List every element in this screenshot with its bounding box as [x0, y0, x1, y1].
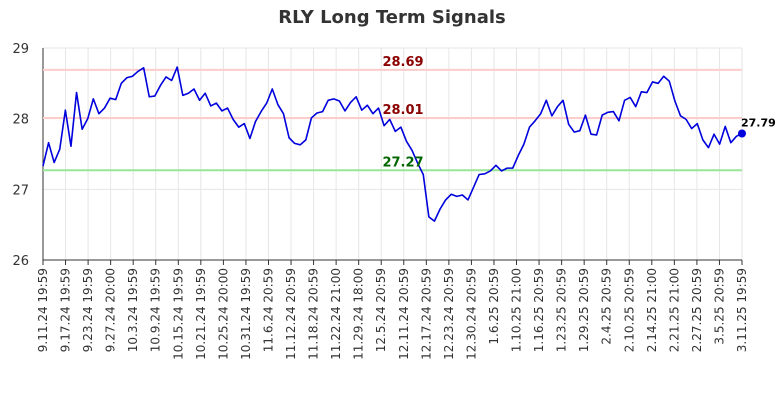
x-tick-label: 12.23.24 20:59 — [442, 268, 456, 360]
x-tick-label: 2.27.25 20:59 — [690, 268, 704, 352]
x-tick-label: 2.21.25 21:00 — [667, 268, 681, 352]
x-tick-label: 10.21.24 19:59 — [194, 268, 208, 360]
signal-label: 27.27 — [382, 155, 423, 170]
x-tick-label: 10.9.24 19:59 — [149, 268, 163, 352]
y-tick-label: 28 — [12, 113, 29, 128]
x-tick-label: 1.23.25 20:59 — [555, 268, 569, 352]
y-tick-label: 27 — [12, 183, 29, 198]
last-value-label: 27.79 — [741, 117, 776, 130]
y-tick-label: 29 — [12, 42, 29, 57]
x-tick-label: 11.6.24 20:59 — [261, 268, 275, 352]
x-tick-label: 12.17.24 20:59 — [419, 268, 433, 360]
x-tick-label: 12.11.24 20:59 — [397, 268, 411, 360]
last-point-marker — [738, 129, 746, 138]
x-tick-label: 9.17.24 19:59 — [59, 268, 73, 352]
x-tick-label: 11.12.24 20:59 — [284, 268, 298, 360]
x-tick-label: 10.31.24 19:59 — [239, 268, 253, 360]
chart-title: RLY Long Term Signals — [278, 7, 506, 28]
signal-label: 28.69 — [382, 55, 423, 70]
x-tick-label: 10.25.24 20:00 — [216, 268, 230, 360]
x-tick-label: 9.11.24 19:59 — [36, 268, 50, 352]
x-tick-label: 1.10.25 21:00 — [510, 268, 524, 352]
x-tick-label: 1.29.25 20:59 — [577, 268, 591, 352]
x-tick-label: 11.22.24 21:00 — [329, 268, 343, 360]
x-tick-label: 10.3.24 19:59 — [126, 268, 140, 352]
x-tick-label: 3.11.25 19:59 — [735, 268, 749, 352]
series-line — [42, 66, 743, 222]
y-tick-label: 26 — [12, 254, 29, 269]
x-tick-label: 3.5.25 20:59 — [712, 268, 726, 345]
x-tick-label: 2.10.25 20:59 — [622, 268, 636, 352]
x-tick-label: 10.15.24 19:59 — [171, 268, 185, 360]
x-tick-label: 12.5.24 20:59 — [374, 268, 388, 352]
x-tick-label: 1.6.25 20:59 — [487, 268, 501, 345]
x-tick-label: 2.14.25 21:00 — [645, 268, 659, 352]
signal-label: 28.01 — [382, 103, 423, 118]
x-tick-label: 12.30.24 20:59 — [464, 268, 478, 360]
x-tick-label: 9.23.24 19:59 — [81, 268, 95, 352]
x-tick-label: 1.16.25 20:59 — [532, 268, 546, 352]
x-tick-label: 11.18.24 20:59 — [307, 268, 321, 360]
x-tick-label: 9.27.24 20:00 — [104, 268, 118, 352]
x-tick-label: 11.29.24 18:00 — [352, 268, 366, 360]
x-tick-label: 2.4.25 20:59 — [600, 268, 614, 345]
